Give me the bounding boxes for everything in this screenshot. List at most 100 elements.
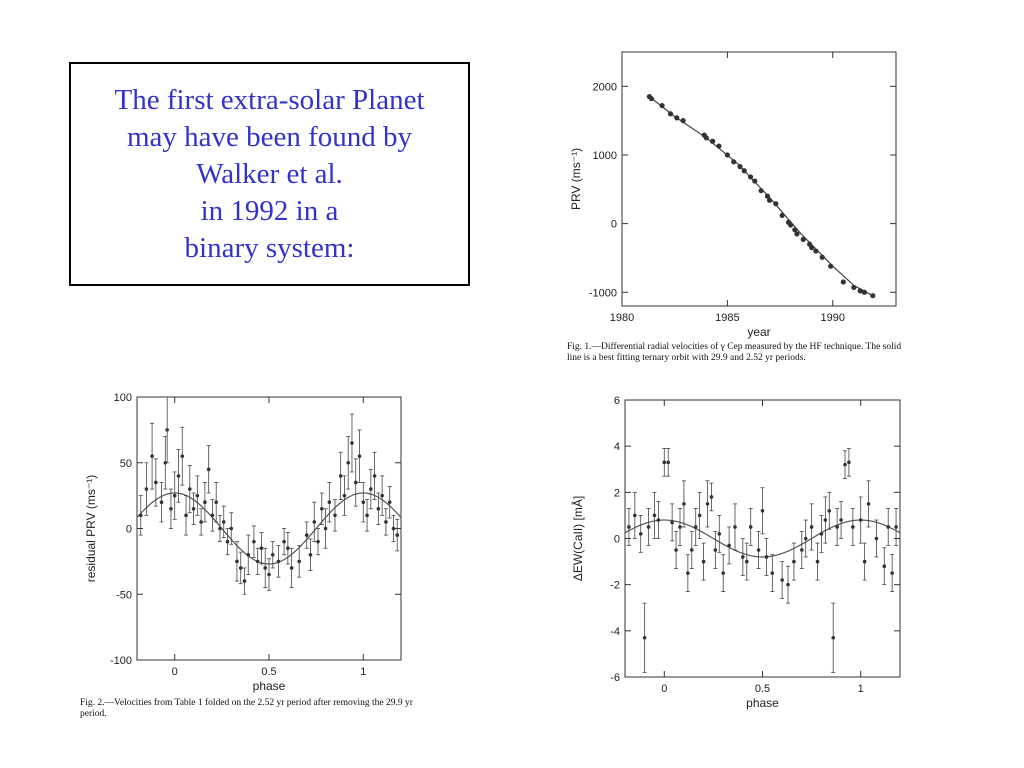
data-point (758, 188, 764, 194)
data-point (384, 520, 388, 524)
data-point (214, 500, 218, 504)
data-point (710, 138, 716, 144)
y-tick-label: -6 (610, 672, 620, 684)
y-tick-label: 2 (614, 487, 620, 499)
data-point (297, 559, 301, 564)
data-point (642, 635, 647, 640)
data-point (744, 559, 749, 564)
data-point (713, 548, 718, 552)
data-point (682, 502, 686, 506)
y-tick-label: 50 (120, 458, 132, 470)
data-point (656, 518, 661, 522)
data-point (819, 254, 825, 260)
data-point (747, 174, 754, 180)
data-point (242, 579, 247, 583)
data-point (138, 513, 143, 518)
data-point (376, 506, 381, 511)
x-axis-label: phase (746, 696, 779, 710)
data-point (238, 566, 243, 570)
data-point (840, 279, 846, 285)
data-point (886, 525, 891, 529)
data-point (862, 559, 867, 564)
x-tick-label: 1980 (610, 312, 634, 324)
data-point (662, 460, 667, 465)
data-point (361, 500, 366, 504)
data-point (304, 533, 309, 537)
x-tick-label: 1990 (821, 312, 845, 324)
data-point (717, 532, 722, 536)
x-tick-label: 1 (858, 683, 864, 695)
data-point (154, 480, 158, 485)
x-tick-label: 0.5 (755, 683, 770, 695)
data-point (760, 509, 765, 513)
fit-line (649, 96, 874, 297)
data-point (703, 135, 709, 141)
y-axis-label: residual PRV (ms⁻¹) (84, 475, 98, 582)
data-point (851, 525, 855, 529)
data-point (210, 513, 215, 518)
data-point (756, 548, 761, 552)
data-point (737, 164, 743, 170)
data-point (843, 462, 847, 467)
data-point (203, 500, 207, 504)
data-point (199, 520, 203, 524)
fig1-caption: Fig. 1.—Differential radial velocities o… (567, 342, 902, 363)
y-tick-label: 1000 (593, 150, 617, 162)
data-point (827, 509, 832, 513)
x-tick-label: 1 (360, 666, 366, 678)
data-point (686, 571, 690, 575)
data-point (828, 263, 834, 269)
data-point (184, 513, 188, 518)
data-point (387, 500, 392, 504)
data-point (267, 572, 271, 577)
data-point (289, 566, 294, 570)
data-point (372, 474, 377, 478)
data-point (831, 635, 836, 640)
data-point (727, 543, 731, 548)
title-line: binary system: (184, 231, 355, 264)
y-tick-label: 4 (614, 441, 620, 453)
data-point (353, 480, 358, 485)
data-point (705, 502, 710, 506)
data-point (312, 520, 317, 524)
y-tick-label: -1000 (589, 287, 617, 299)
data-point (333, 513, 337, 518)
data-point (839, 518, 843, 522)
data-point (882, 564, 887, 568)
x-tick-label: 0 (172, 666, 178, 678)
data-point (748, 525, 753, 529)
y-axis-label: ΔEW(CaII) [mÅ] (570, 496, 585, 581)
plot-frame (136, 396, 402, 661)
data-point (800, 236, 806, 243)
plot-frame (624, 399, 901, 678)
data-point (188, 487, 192, 491)
data-point (652, 513, 657, 518)
data-point (764, 193, 771, 199)
data-point (338, 474, 343, 478)
data-point (786, 582, 790, 587)
data-point (172, 493, 177, 498)
data-point (191, 506, 196, 511)
data-point (659, 102, 665, 109)
data-point (709, 495, 714, 499)
data-point (221, 520, 226, 524)
title-line: may have been found by (126, 120, 413, 153)
data-point (633, 513, 637, 518)
data-point (866, 502, 871, 506)
data-point (792, 559, 796, 564)
data-point (206, 467, 211, 472)
data-point (792, 227, 798, 233)
y-tick-label: 2000 (593, 81, 617, 93)
data-point (159, 500, 164, 504)
data-point (770, 571, 775, 575)
data-point (255, 559, 260, 564)
plot-area (625, 448, 900, 673)
y-tick-label: 0 (126, 524, 132, 536)
y-tick-label: -50 (116, 589, 132, 601)
fig2-chart: 0 0.5 1 100 50 0 -50 -100 phase residual PRV (ms⁻… (84, 392, 402, 693)
data-point (835, 525, 839, 529)
data-point (773, 201, 779, 207)
title-box: The first extra-solar Planet may have be… (69, 62, 470, 286)
data-point (666, 460, 671, 465)
data-point (308, 553, 313, 557)
